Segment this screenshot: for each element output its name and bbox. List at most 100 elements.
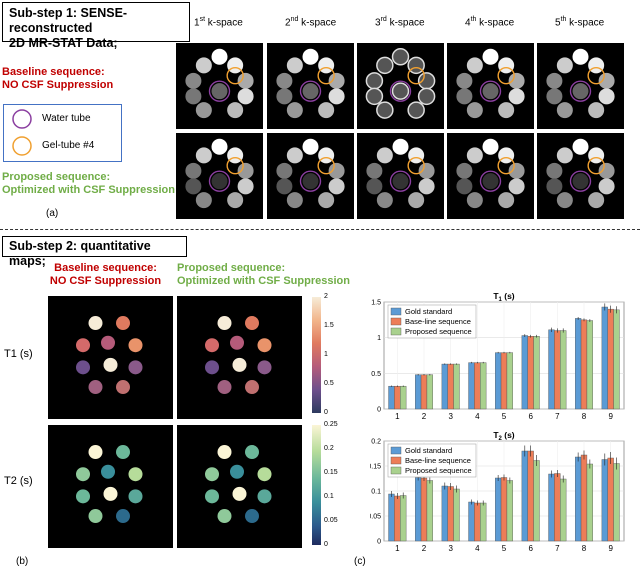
colorbar-tick: 0.2 <box>324 445 334 452</box>
phantom-tube <box>572 48 589 65</box>
phantom-tube <box>392 138 409 155</box>
water-tube-marker <box>569 80 592 102</box>
kspace-header-1: 1st k-space <box>194 16 243 29</box>
gel-tube-marker <box>226 66 244 85</box>
phantom-tube <box>376 192 393 209</box>
map-tube <box>101 464 115 479</box>
bar-t1-base-line-sequence-8 <box>580 319 588 410</box>
phantom-tube <box>482 48 499 65</box>
phantom-tube <box>408 192 425 209</box>
row-label-t2: T2 (s) <box>4 475 33 487</box>
x-tick-label: 3 <box>448 412 453 421</box>
phantom-tube <box>418 178 435 195</box>
map-tube <box>217 316 232 331</box>
bar-t2-gold-standard-1 <box>388 493 395 542</box>
phantom-tube <box>227 192 244 209</box>
bar-t1-base-line-sequence-2 <box>420 374 428 410</box>
phantom-tube <box>376 101 394 119</box>
phantom-tube <box>556 102 573 119</box>
bar-t2-proposed-sequence-2 <box>426 480 434 542</box>
map-tube <box>88 380 103 395</box>
proposed-label-line2: Optimized with CSF Suppression <box>2 184 175 196</box>
phantom-tube <box>588 102 605 119</box>
phantom-tube <box>211 83 228 100</box>
bar-t2-proposed-sequence-8 <box>586 463 594 542</box>
phantom-tube <box>588 192 605 209</box>
bar-t2-gold-standard-3 <box>441 485 448 542</box>
y-tick-label: 1.5 <box>371 300 381 307</box>
map-tube <box>128 360 143 375</box>
mri-image-r2-k5 <box>537 133 624 219</box>
mri-image-r1-k5 <box>537 43 624 129</box>
gel-tube-marker <box>497 66 515 85</box>
kspace-header-4: 4th k-space <box>465 16 515 29</box>
water-tube-marker <box>299 80 322 102</box>
phantom-tube <box>508 178 525 195</box>
water-tube-label: Water tube <box>42 113 91 124</box>
colorbar-t1 <box>312 297 321 413</box>
map-tube <box>217 445 232 460</box>
phantom-tube <box>508 162 525 179</box>
bar-t1-proposed-sequence-2 <box>426 374 434 410</box>
phantom-tube <box>466 147 483 164</box>
phantom-tube <box>365 87 384 106</box>
x-tick-label: 7 <box>555 412 560 421</box>
phantom-tube <box>195 102 212 119</box>
bar-t2-gold-standard-8 <box>574 456 582 542</box>
proposed-label: Proposed sequence: Optimized with CSF Su… <box>2 171 175 197</box>
bar-t2-proposed-sequence-5 <box>506 480 514 542</box>
bar-t1-base-line-sequence-7 <box>554 330 561 410</box>
phantom-tube <box>328 72 345 89</box>
bar-t1-gold-standard-1 <box>388 385 395 410</box>
phantom-tube <box>276 162 293 179</box>
water-tube-marker <box>389 170 412 192</box>
phantom-tube <box>302 48 319 65</box>
phantom-tube <box>556 147 573 164</box>
legend-label: Base-line sequence <box>405 317 471 326</box>
bar-t2-base-line-sequence-3 <box>447 486 454 542</box>
map-tube <box>101 335 115 350</box>
gel-tube-marker <box>317 156 335 175</box>
section-divider <box>0 229 640 230</box>
bar-t2-proposed-sequence-9 <box>613 463 620 542</box>
bar-t2-proposed-sequence-6 <box>533 460 540 542</box>
bar-t1-gold-standard-5 <box>494 352 502 410</box>
phantom-tube <box>376 147 393 164</box>
bar-t2-base-line-sequence-8 <box>580 454 588 542</box>
x-tick-label: 9 <box>608 544 613 553</box>
proposed-label-line1: Proposed sequence: <box>2 171 111 183</box>
water-tube-symbol <box>12 109 32 129</box>
phantom-tube <box>482 83 499 100</box>
y-tick-label: 0.1 <box>371 489 381 496</box>
bar-t2-base-line-sequence-6 <box>527 450 534 542</box>
substep1-title-line2: 2D MR-STAT Data; <box>9 36 118 50</box>
x-tick-label: 1 <box>395 412 400 421</box>
bar-t2-gold-standard-7 <box>548 473 555 542</box>
map-tube <box>245 445 259 460</box>
phantom-tube <box>276 88 293 105</box>
bar-t2-proposed-sequence-4 <box>480 502 487 542</box>
y-tick-label: 1 <box>377 335 381 342</box>
phantom-tube <box>302 173 319 190</box>
map-tube <box>76 360 90 375</box>
mri-image-r1-k1 <box>176 43 263 129</box>
baseline-label-line1: Baseline sequence: <box>2 66 105 78</box>
phantom-tube <box>508 88 525 105</box>
gel-tube-marker <box>407 156 425 175</box>
panel-label-a: (a) <box>46 208 59 219</box>
map-tube <box>230 464 244 479</box>
phantom-tube <box>365 72 384 90</box>
map-tube <box>116 509 130 524</box>
colorbar-tick: 0.05 <box>324 517 338 524</box>
phantom-tube <box>211 48 228 65</box>
phantom-tube <box>482 138 499 155</box>
map-tube <box>232 486 247 501</box>
phantom-tube <box>407 101 425 119</box>
phantom-tube <box>376 56 394 75</box>
phantom-tube <box>318 102 335 119</box>
bar-t1-base-line-sequence-4 <box>474 362 481 410</box>
mri-image-r2-k2 <box>267 133 354 219</box>
mri-image-r2-k3 <box>357 133 444 219</box>
mri-image-r1-k4 <box>447 43 534 129</box>
water-tube-marker <box>208 170 231 192</box>
